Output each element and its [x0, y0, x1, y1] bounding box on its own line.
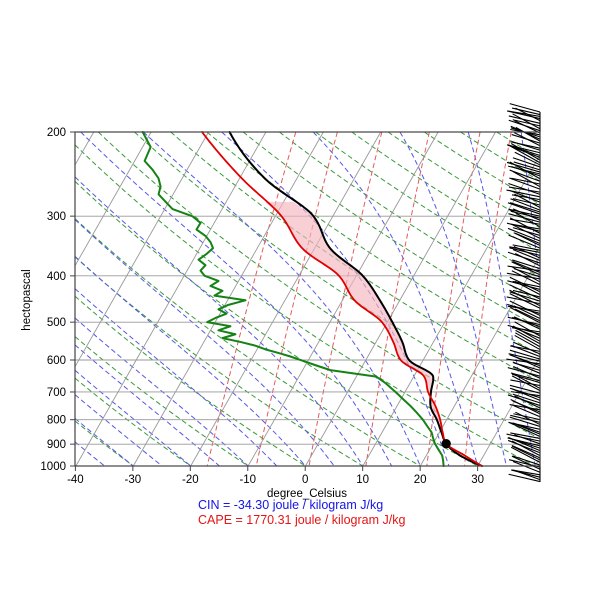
svg-text:CAPE = 1770.31 joule / kilogra: CAPE = 1770.31 joule / kilogram J/kg [198, 513, 405, 527]
svg-text:700: 700 [47, 387, 66, 399]
svg-text:-10: -10 [239, 474, 256, 486]
svg-text:300: 300 [47, 211, 66, 223]
svg-text:500: 500 [47, 317, 66, 329]
svg-text:30: 30 [471, 474, 484, 486]
svg-text:-20: -20 [182, 474, 199, 486]
svg-text:-30: -30 [125, 474, 142, 486]
svg-text:0: 0 [302, 474, 308, 486]
svg-text:10: 10 [356, 474, 369, 486]
svg-text:900: 900 [47, 439, 66, 451]
svg-text:600: 600 [47, 355, 66, 367]
svg-text:200: 200 [47, 127, 66, 139]
svg-text:CIN = -34.30 joule / kilogram: CIN = -34.30 joule / kilogram J/kg [198, 498, 383, 512]
svg-text:-40: -40 [67, 474, 84, 486]
svg-text:20: 20 [414, 474, 427, 486]
svg-text:hectopascal: hectopascal [21, 269, 33, 330]
svg-text:400: 400 [47, 271, 66, 283]
svg-text:1000: 1000 [40, 461, 66, 473]
svg-text:800: 800 [47, 415, 66, 427]
